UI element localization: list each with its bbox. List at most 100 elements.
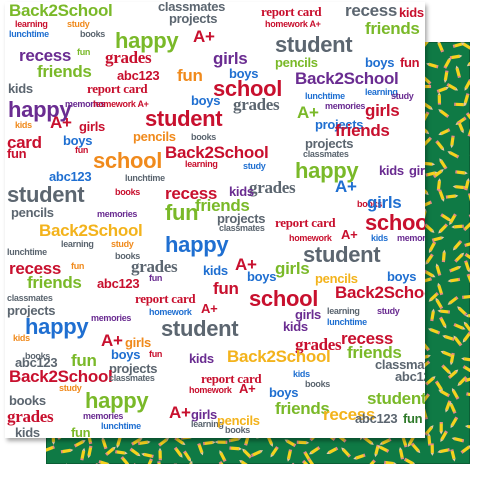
pencil-icon <box>464 78 470 91</box>
pencil-icon <box>73 440 86 448</box>
pencil-icon <box>451 387 460 400</box>
pencil-icon <box>467 126 470 137</box>
collage-word: study <box>59 383 82 393</box>
collage-word: happy <box>165 232 229 257</box>
collage-word: boys <box>365 55 395 70</box>
collage-word: recess <box>9 259 62 278</box>
pencil-icon <box>438 128 451 136</box>
collage-word: student <box>145 106 223 131</box>
collage-word: A+ <box>101 331 123 350</box>
pencil-icon <box>186 460 193 464</box>
pencil-icon <box>454 252 465 263</box>
collage-word: memories <box>325 101 366 111</box>
pencil-icon <box>442 335 455 341</box>
pencil-icon <box>463 321 470 333</box>
collage-word: lunchtime <box>327 317 367 327</box>
collage-word: fun <box>7 146 27 161</box>
collage-word: student <box>161 316 239 341</box>
pencil-icon <box>436 86 449 94</box>
pencil-icon <box>464 241 470 247</box>
pencil-icon <box>398 446 405 460</box>
pencil-icon <box>426 62 439 69</box>
pencil-icon <box>197 443 204 456</box>
pencil-icon <box>120 456 130 464</box>
pencil-icon <box>464 252 470 261</box>
pencil-icon <box>468 214 470 218</box>
collage-word: fun <box>71 261 85 271</box>
collage-word: study <box>377 306 400 316</box>
collage-word: boys <box>269 385 299 400</box>
collage-word: grades <box>105 48 152 67</box>
collage-word: boys <box>229 66 259 81</box>
pencil-icon <box>457 375 468 386</box>
collage-word: girls <box>295 307 321 322</box>
collage-word: kids <box>371 233 388 243</box>
pencil-icon <box>439 158 448 170</box>
pencil-icon <box>457 121 464 134</box>
pencil-icon <box>286 449 293 462</box>
pencil-icon <box>384 460 397 464</box>
collage-word: homework A+ <box>93 99 149 109</box>
pencil-icon <box>437 448 450 454</box>
collage-word: friends <box>335 121 390 140</box>
pencil-icon <box>441 249 446 263</box>
collage-word: homework <box>289 233 332 243</box>
pencil-icon <box>427 433 432 446</box>
pencil-icon <box>466 58 470 67</box>
pencil-icon <box>451 437 465 443</box>
collage-word: fun <box>149 273 163 283</box>
collage-word: A+ <box>201 301 218 316</box>
pencil-icon <box>251 450 264 457</box>
pencil-icon <box>445 194 459 199</box>
collage-word: pencils <box>133 129 176 144</box>
pencil-icon <box>46 445 55 452</box>
collage-word: report card <box>261 4 322 19</box>
collage-word: girls <box>213 49 248 68</box>
pencil-icon <box>308 446 321 455</box>
collage-word: girls <box>191 407 217 422</box>
collage-word: grades <box>249 178 296 197</box>
pencil-icon <box>449 401 457 414</box>
pencil-icon <box>137 440 151 446</box>
pencil-icon <box>446 82 459 91</box>
collage-word: abc123 <box>395 369 425 384</box>
pencil-icon <box>443 70 449 83</box>
collage-word: report card <box>201 371 262 386</box>
pencil-icon <box>129 447 141 457</box>
pencil-icon <box>131 437 143 446</box>
collage-word: A+ <box>193 27 215 46</box>
collage-word: girls <box>367 193 402 212</box>
pencil-icon <box>374 444 380 458</box>
pencil-icon <box>464 424 470 430</box>
collage-word: books <box>9 393 46 408</box>
collage-word: A+ <box>341 227 358 242</box>
pencil-icon <box>428 241 437 254</box>
collage-word: recess <box>341 329 394 348</box>
collage-word: abc123 <box>355 411 398 426</box>
collage-word: girls <box>79 119 105 134</box>
pencil-icon <box>450 449 456 462</box>
pencil-icon <box>173 446 183 458</box>
pencil-icon <box>435 140 445 151</box>
collage-word: A+ <box>235 255 257 274</box>
collage-word: pencils <box>217 413 260 428</box>
pencil-icon <box>286 462 296 464</box>
pencil-icon <box>425 253 434 265</box>
collage-word: memories <box>397 233 425 243</box>
collage-word: Back2School <box>39 221 143 240</box>
collage-word: fun <box>400 55 420 70</box>
collage-word: Back2School <box>165 143 269 162</box>
pencil-icon <box>432 169 444 179</box>
pencil-icon <box>183 450 192 462</box>
collage-word: friends <box>195 196 250 215</box>
collage-word: pencils <box>315 271 358 286</box>
collage-word: student <box>303 242 381 267</box>
pencil-icon <box>436 178 442 191</box>
collage-word: lunchtime <box>9 29 49 39</box>
pencil-icon <box>455 65 462 79</box>
collage-word: report card <box>87 81 148 96</box>
pencil-icon <box>438 109 450 118</box>
pencil-icon <box>441 364 452 375</box>
collage-word: learning <box>61 239 94 249</box>
pencil-icon <box>449 54 463 60</box>
